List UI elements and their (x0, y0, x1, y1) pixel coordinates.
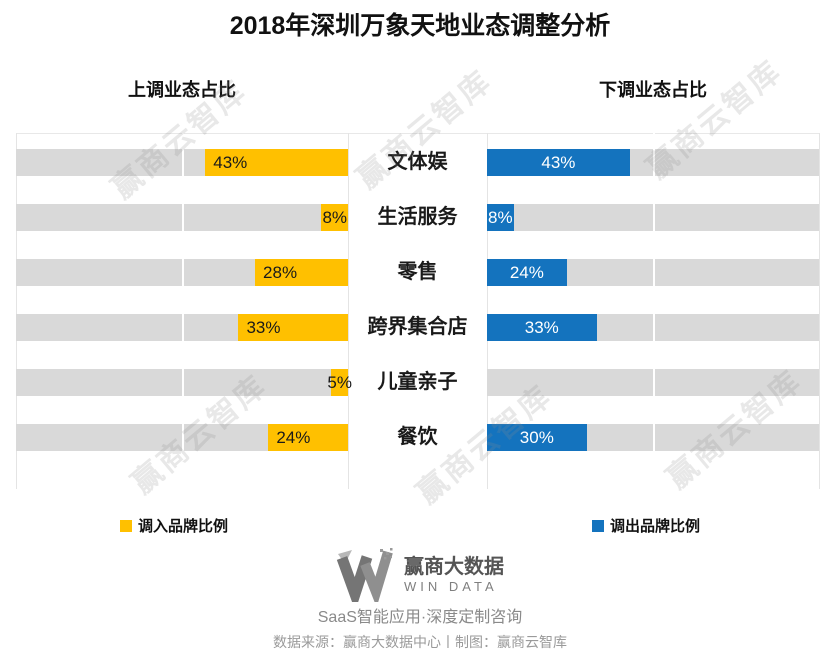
bar-out-0: 43% (487, 149, 630, 176)
bar-value-label: 8% (487, 208, 513, 227)
logo-name-en: WIN DATA (404, 578, 498, 594)
bar-value-label: 24% (509, 263, 544, 282)
legend-item-out: 调出品牌比例 (592, 515, 700, 536)
left-axis-header: 上调业态占比 (128, 80, 236, 100)
gridline (348, 133, 349, 489)
page-title: 2018年深圳万象天地业态调整分析 (229, 12, 611, 40)
bar-in-1: 8% (321, 204, 348, 231)
win-data-logo-icon (336, 548, 393, 602)
category-label-0: 文体娱 (387, 151, 448, 173)
category-label-4: 儿童亲子 (377, 371, 458, 393)
bar-in-2: 28% (255, 259, 348, 286)
category-label-3: 跨界集合店 (367, 316, 468, 338)
bar-value-label: 33% (524, 318, 559, 337)
bar-out-1: 8% (487, 204, 514, 231)
legend-label-in: 调入品牌比例 (138, 518, 229, 535)
category-label-2: 零售 (397, 261, 438, 283)
bar-out-5: 30% (487, 424, 587, 451)
bar-in-3: 33% (238, 314, 348, 341)
bar-out-3: 33% (487, 314, 597, 341)
bar-value-label: 8% (322, 208, 348, 227)
right-axis-header: 下调业态占比 (599, 80, 707, 100)
bar-in-5: 24% (268, 424, 348, 451)
bar-out-2: 24% (487, 259, 567, 286)
category-label-5: 餐饮 (397, 426, 438, 448)
bar-value-label: 30% (519, 428, 554, 447)
bar-in-0: 43% (205, 149, 348, 176)
gridline-50pct (653, 133, 655, 489)
brand-logo: 赢商大数据 WIN DATA (0, 548, 840, 602)
legend-label-out: 调出品牌比例 (610, 518, 701, 535)
bar-value-label: 5% (327, 373, 352, 392)
legend-swatch-in (120, 519, 132, 532)
gridline (819, 133, 820, 489)
plot-top-border (16, 133, 820, 134)
tornado-chart: 43% 文体娱 43% 8% 生活服务 8% 28% 零售 24% 33% 跨界集合店 33% 5% 儿童… (0, 133, 840, 489)
bar-in-4: 5% (327, 369, 352, 396)
gridline-50pct (182, 133, 184, 489)
brand-tagline: SaaS智能应用·深度定制咨询 (317, 609, 523, 626)
gridline (487, 133, 488, 489)
bar-value-label: 33% (246, 318, 281, 337)
bar-value-label: 43% (213, 153, 248, 172)
logo-name-cn: 赢商大数据 (404, 555, 504, 578)
legend-swatch-out (592, 519, 604, 532)
bar-value-label: 24% (276, 428, 311, 447)
bar-value-label: 43% (541, 153, 576, 172)
data-source-line: 数据来源：赢商大数据中心丨制图：赢商云智库 (273, 634, 567, 650)
legend-item-in: 调入品牌比例 (120, 515, 228, 536)
bar-value-label: 28% (263, 263, 298, 282)
category-label-1: 生活服务 (377, 206, 458, 228)
gridline (16, 133, 17, 489)
